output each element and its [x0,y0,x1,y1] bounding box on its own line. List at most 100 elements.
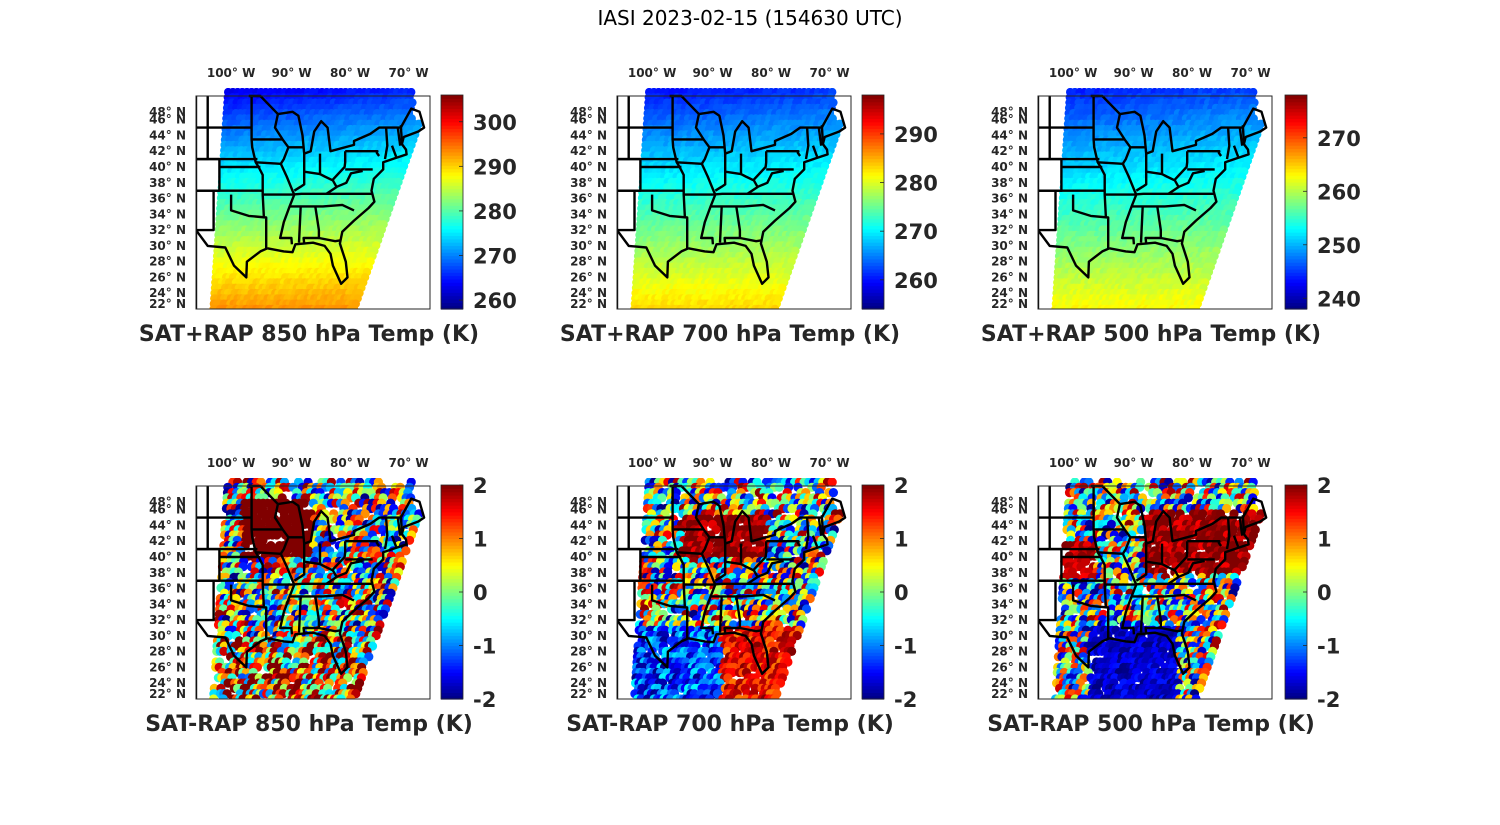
colorbar-segment [441,215,463,220]
colorbar-segment [862,248,884,253]
y-tick-label: 48° N [149,105,186,119]
colorbar-segment [862,111,884,116]
colorbar-segment [441,161,463,166]
colorbar-tick-label: 260 [894,269,938,293]
colorbar-segment [441,245,463,250]
map-frame [616,95,852,310]
colorbar-segment [862,188,884,193]
state-outlines [196,94,426,309]
y-tick-label: 26° N [149,270,186,284]
colorbar-segment [441,282,463,287]
colorbar-segment [862,198,884,203]
colorbar-tick-label: 260 [473,289,517,313]
colorbar-segment [441,135,463,140]
colorbar-segment [441,181,463,186]
colorbar-segment [441,288,463,293]
colorbar-segment [441,198,463,203]
colorbar-segment [441,258,463,263]
colorbar-tick-label: 280 [894,172,938,196]
colorbar-segment [862,228,884,233]
colorbar-tick-label: 270 [473,245,517,269]
colorbar-segment [862,171,884,176]
x-tick-label: 100° W [628,66,676,80]
y-tick-label: 40° N [149,160,186,174]
colorbar-segment [862,205,884,210]
colorbar-segment [862,175,884,180]
colorbar-segment [862,98,884,103]
colorbar-segment [441,108,463,113]
colorbar-segment [441,95,463,99]
colorbar-segment [862,158,884,163]
colorbar-segment [441,178,463,183]
colorbar-segment [441,242,463,247]
colorbar-segment [862,218,884,223]
colorbar-segment [862,295,884,300]
colorbar-segment [441,175,463,180]
colorbar-segment [441,268,463,273]
panel-title: SAT+RAP 700 hPa Temp (K) [560,322,900,347]
colorbar-segment [441,191,463,196]
colorbar-segment [441,148,463,153]
colorbar-segment [441,202,463,206]
map-panel-top-left: 100° W 90° W 80° W 70° W48° N46° N44° N42° … [139,66,517,347]
colorbar-segment [862,145,884,150]
colorbar-segment [862,101,884,106]
y-tick-label: 34° N [149,207,186,221]
colorbar-segment [862,285,884,290]
colorbar-segment [862,148,884,153]
colorbar-tick-label: 280 [473,200,517,224]
colorbar-segment [862,105,884,109]
y-tick-label: 34° N [570,207,607,221]
colorbar-segment [441,222,463,226]
y-tick-label: 40° N [570,160,607,174]
colorbar-segment [862,138,884,143]
colorbar-segment [862,275,884,280]
data-point [349,304,359,309]
colorbar-segment [862,115,884,119]
figure-title: IASI 2023-02-15 (154630 UTC) [597,6,903,30]
y-tick-label: 44° N [570,128,607,142]
colorbar-tick-label: 300 [473,111,517,135]
colorbar-segment [441,262,463,267]
colorbar-segment [441,302,463,307]
y-tick-label: 30° N [149,239,186,253]
colorbar-segment [862,245,884,250]
colorbar-segment [862,252,884,257]
colorbar-segment [862,215,884,220]
y-tick-label: 42° N [570,144,607,158]
colorbar-segment [441,295,463,300]
colorbar-segment [441,252,463,257]
y-tick-label: 44° N [149,128,186,142]
colorbar-segment [862,195,884,200]
colorbar-segment [441,195,463,200]
map-frame [195,95,431,310]
colorbar-segment [441,168,463,173]
colorbar-tick-label: 290 [894,123,938,147]
y-tick-label: 30° N [570,239,607,253]
colorbar-segment [862,255,884,260]
colorbar-segment [441,155,463,160]
colorbar-segment [441,238,463,243]
colorbar-segment [862,135,884,140]
colorbar-segment [441,125,463,130]
colorbar-segment [441,105,463,109]
colorbar-segment [441,248,463,253]
colorbar-segment [862,121,884,126]
colorbar-segment [862,288,884,293]
y-tick-label: 22° N [570,297,607,311]
colorbar-segment [862,282,884,287]
colorbar-segment [862,125,884,130]
y-tick-label: 36° N [149,192,186,206]
colorbar-segment [862,298,884,303]
colorbar-segment [862,265,884,270]
colorbar-segment [441,272,463,277]
colorbar-segment [862,232,884,237]
data-swath [209,88,424,309]
y-tick-label: 46° N [149,113,186,127]
colorbar-segment [441,218,463,223]
colorbar-segment [862,235,884,240]
colorbar-segment [441,208,463,213]
colorbar-segment [862,268,884,273]
